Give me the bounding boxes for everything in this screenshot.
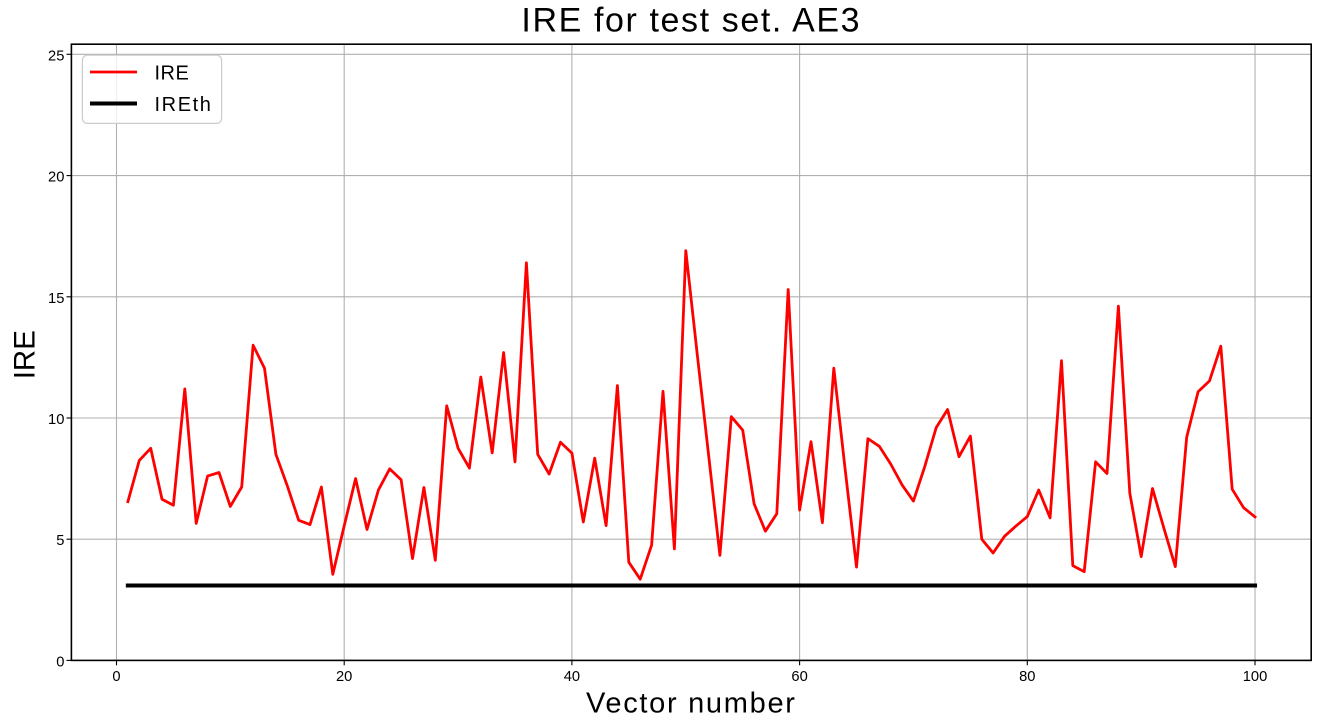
svg-text:IRE: IRE (9, 330, 42, 379)
svg-text:20: 20 (336, 669, 352, 685)
svg-text:5: 5 (56, 533, 64, 549)
svg-text:10: 10 (48, 412, 64, 428)
svg-text:40: 40 (564, 669, 580, 685)
svg-text:0: 0 (56, 654, 64, 670)
svg-text:20: 20 (48, 170, 64, 186)
svg-text:80: 80 (1019, 669, 1035, 685)
svg-text:100: 100 (1243, 669, 1268, 685)
svg-text:IRE for test set. AE3: IRE for test set. AE3 (521, 2, 861, 40)
svg-text:IREth: IREth (155, 94, 213, 116)
svg-text:25: 25 (48, 48, 64, 64)
svg-text:Vector number: Vector number (586, 688, 797, 720)
svg-text:0: 0 (112, 669, 120, 685)
svg-text:60: 60 (791, 669, 807, 685)
svg-text:15: 15 (48, 291, 64, 307)
svg-text:IRE: IRE (155, 63, 190, 85)
